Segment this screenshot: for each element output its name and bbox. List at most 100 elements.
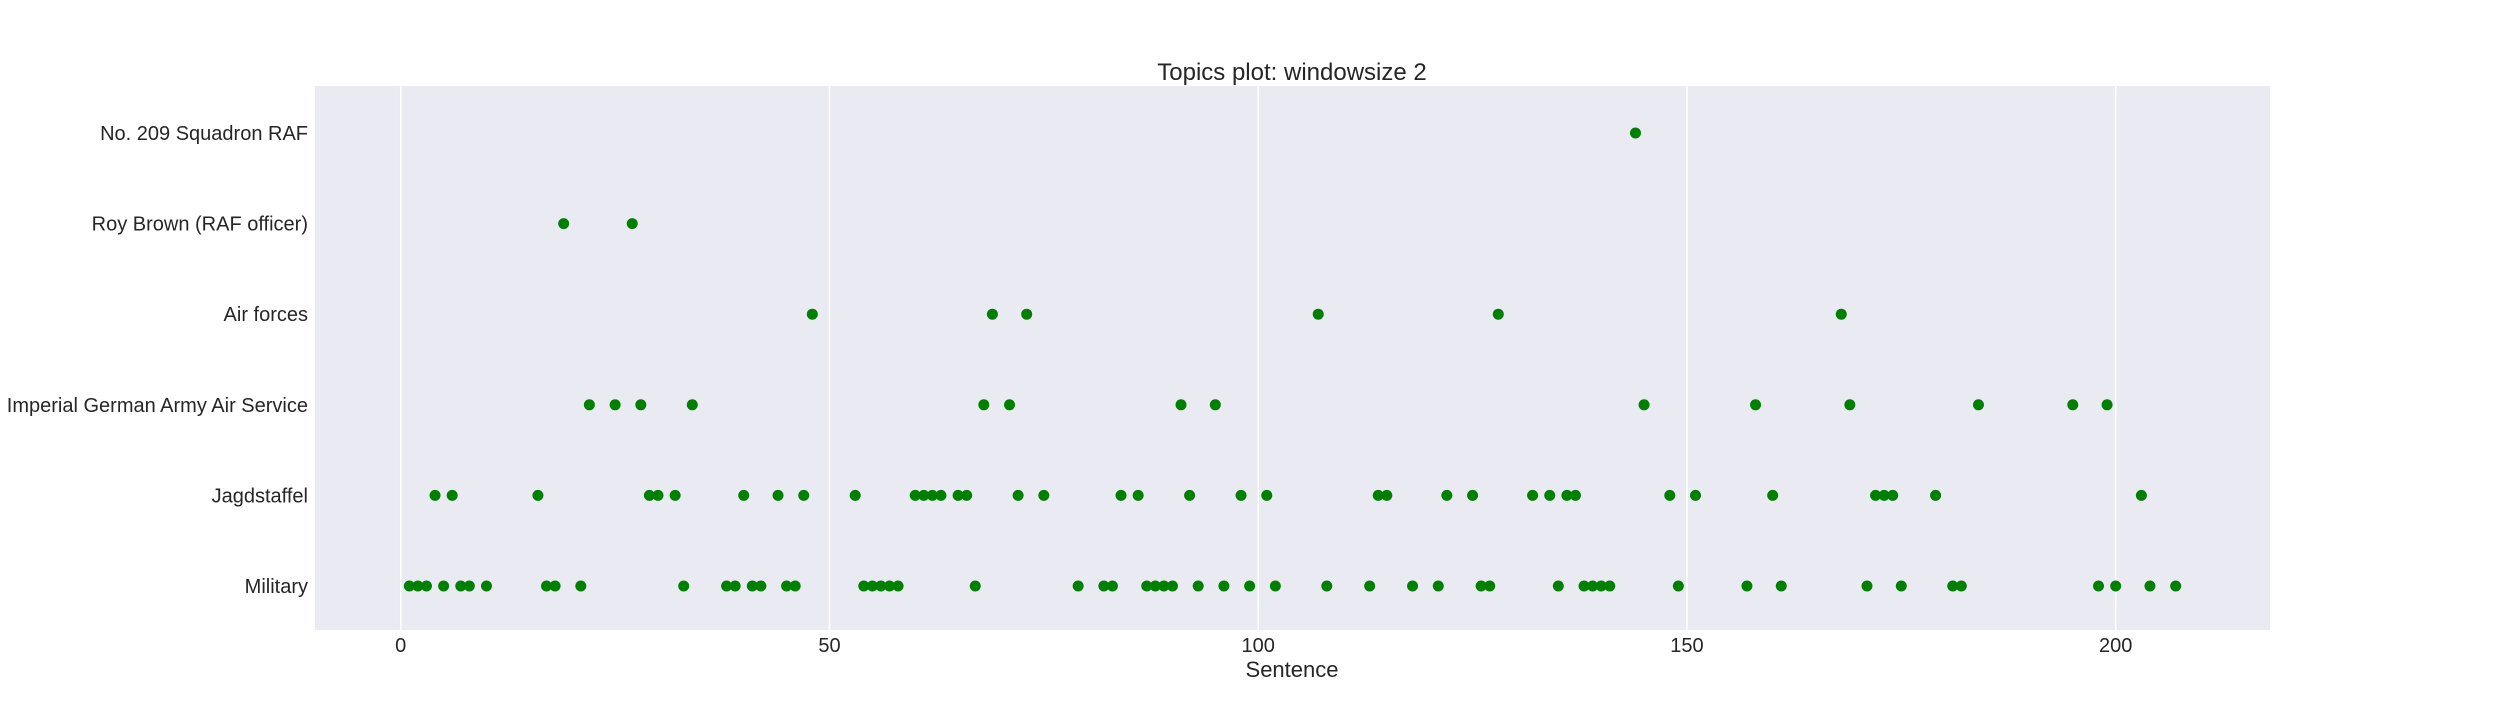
x-tick-label: 200 [2099, 635, 2132, 657]
data-point [1578, 580, 1590, 592]
data-point [789, 580, 801, 592]
data-point [1432, 580, 1444, 592]
data-point [1861, 580, 1873, 592]
data-point [1149, 580, 1161, 592]
data-point [1021, 308, 1033, 320]
x-tick-label: 100 [1242, 635, 1275, 657]
data-point [532, 489, 544, 501]
data-point [1887, 489, 1899, 501]
data-point [721, 580, 733, 592]
data-point [1750, 399, 1762, 411]
data-point [1004, 399, 1016, 411]
data-point [1372, 489, 1384, 501]
data-point [1106, 580, 1118, 592]
x-tick-label: 50 [818, 635, 840, 657]
data-point [2110, 580, 2122, 592]
data-point [1741, 580, 1753, 592]
data-point [420, 580, 432, 592]
data-point [1587, 580, 1599, 592]
data-point [1638, 399, 1650, 411]
data-point [806, 308, 818, 320]
data-point [2144, 580, 2156, 592]
data-point [1835, 308, 1847, 320]
data-point [909, 489, 921, 501]
data-point [1312, 308, 1324, 320]
data-point [1321, 580, 1333, 592]
data-point [1364, 580, 1376, 592]
data-point [1235, 489, 1247, 501]
data-point [1467, 489, 1479, 501]
data-point [918, 489, 930, 501]
data-point [952, 489, 964, 501]
data-point [781, 580, 793, 592]
data-point [1870, 489, 1882, 501]
data-point [961, 489, 973, 501]
data-point [1038, 489, 1050, 501]
data-point [1664, 489, 1676, 501]
data-point [1381, 489, 1393, 501]
data-point [926, 489, 938, 501]
y-tick-label: Imperial German Army Air Service [7, 395, 308, 417]
data-point [1844, 399, 1856, 411]
data-point [2135, 489, 2147, 501]
data-point [738, 489, 750, 501]
data-point [1132, 489, 1144, 501]
data-point [2170, 580, 2182, 592]
data-point [858, 580, 870, 592]
data-point [1972, 399, 1984, 411]
data-point [1184, 489, 1196, 501]
data-point [643, 489, 655, 501]
data-point [986, 308, 998, 320]
y-tick-labels: Military Jagdstaffel Imperial German Army … [7, 123, 308, 598]
data-point [438, 580, 450, 592]
x-axis-label: Sentence [1246, 657, 1339, 682]
data-point [1544, 489, 1556, 501]
chart-title: Topics plot: windowsize 2 [1157, 59, 1426, 86]
data-point [541, 580, 553, 592]
data-point [849, 489, 861, 501]
data-point [798, 489, 810, 501]
data-point [1098, 580, 1110, 592]
data-point [652, 489, 664, 501]
data-point [575, 580, 587, 592]
data-point [1158, 580, 1170, 592]
data-point [1475, 580, 1487, 592]
data-point [875, 580, 887, 592]
data-point [463, 580, 475, 592]
data-point [1141, 580, 1153, 592]
data-point [429, 489, 441, 501]
data-point [1561, 489, 1573, 501]
data-point [2093, 580, 2105, 592]
data-point [1895, 580, 1907, 592]
data-point [583, 399, 595, 411]
data-point [1604, 580, 1616, 592]
data-point [772, 489, 784, 501]
data-point [2067, 399, 2079, 411]
data-point [1166, 580, 1178, 592]
data-point [1595, 580, 1607, 592]
y-tick-label: Roy Brown (RAF officer) [92, 214, 308, 236]
data-point [686, 399, 698, 411]
data-point [1175, 399, 1187, 411]
data-point [969, 580, 981, 592]
data-point [403, 580, 415, 592]
y-tick-label: No. 209 Squadron RAF [100, 123, 308, 145]
x-tick-labels: 0 50 100 150 200 [395, 635, 2132, 657]
data-point [1930, 489, 1942, 501]
y-tick-label: Military [245, 576, 308, 598]
data-point [609, 399, 621, 411]
x-tick-label: 0 [395, 635, 406, 657]
data-point [1527, 489, 1539, 501]
data-point [1492, 308, 1504, 320]
data-point [412, 580, 424, 592]
data-point [729, 580, 741, 592]
data-point [1947, 580, 1959, 592]
data-point [1115, 489, 1127, 501]
data-point [1767, 489, 1779, 501]
y-tick-label: Jagdstaffel [212, 485, 308, 507]
data-point [1012, 489, 1024, 501]
data-point [480, 580, 492, 592]
data-point [1955, 580, 1967, 592]
data-point [1407, 580, 1419, 592]
data-point [883, 580, 895, 592]
